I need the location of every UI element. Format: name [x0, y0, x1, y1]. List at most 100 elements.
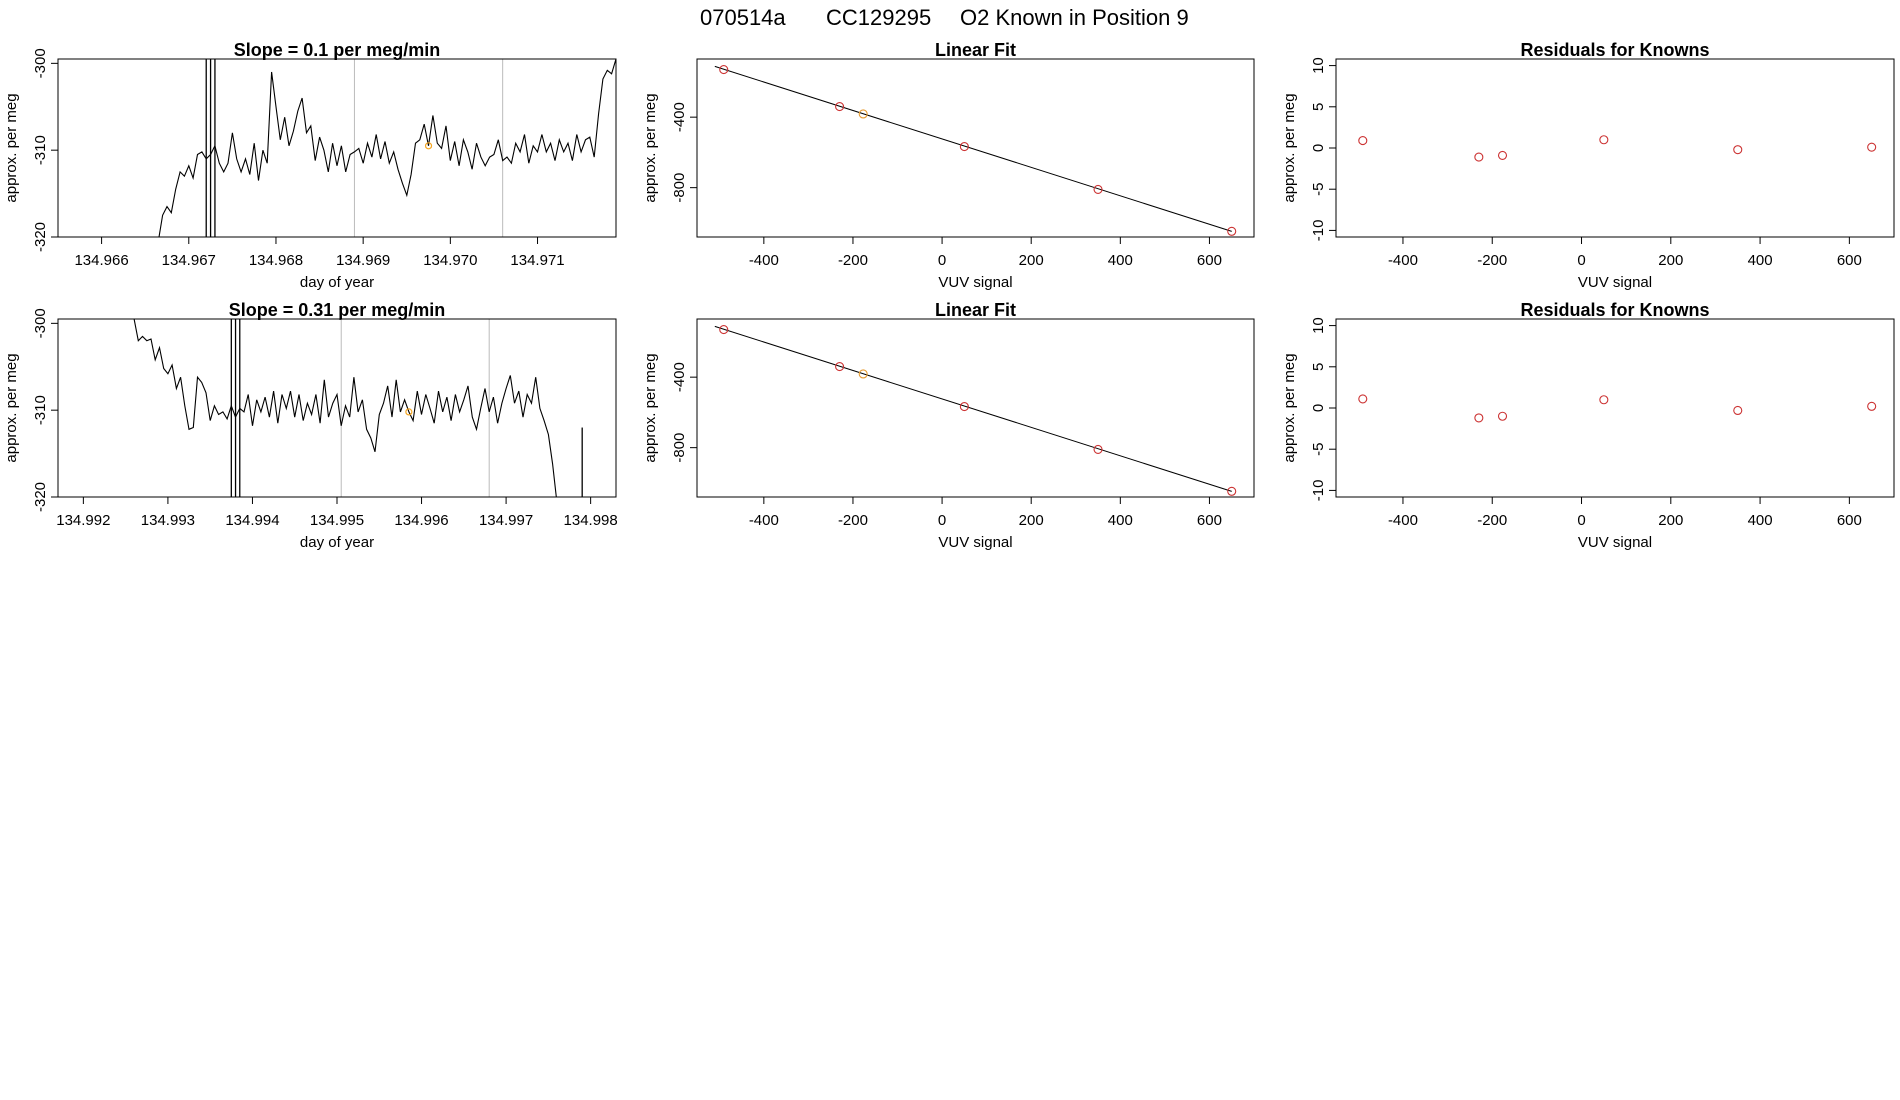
y-tick-label: -320	[32, 222, 49, 252]
x-tick-label: 134.998	[564, 512, 618, 529]
x-tick-label: -400	[749, 252, 779, 269]
y-tick-label: -5	[1310, 183, 1327, 196]
y-tick-label: -5	[1310, 443, 1327, 456]
plot-frame	[696, 318, 1255, 498]
y-tick-label: -400	[671, 102, 688, 132]
highlight-point	[424, 142, 433, 150]
y-axis-label: approx. per meg	[642, 353, 659, 462]
y-axis-label: approx. per meg	[642, 93, 659, 202]
x-tick-label: 600	[1837, 512, 1862, 529]
chart-panel-1: Slope = 0.1 per meg/min day of year approx…	[3, 40, 617, 291]
x-tick-label: 200	[1658, 252, 1683, 269]
data-point	[1227, 486, 1237, 496]
series-line	[158, 59, 616, 237]
data-point	[1867, 401, 1877, 411]
x-tick-label: 600	[1197, 512, 1222, 529]
x-tick-label: -200	[838, 252, 868, 269]
y-tick-label: 5	[1310, 363, 1327, 371]
x-tick-label: 0	[938, 512, 946, 529]
x-tick-label: 0	[1577, 512, 1585, 529]
x-tick-label: 400	[1748, 252, 1773, 269]
plot-area	[714, 325, 1237, 496]
y-tick-label: -10	[1310, 220, 1327, 242]
chart-title: Residuals for Knowns	[1520, 40, 1709, 60]
y-tick-label: 5	[1310, 103, 1327, 111]
x-tick-label: -200	[1477, 252, 1507, 269]
x-tick-label: 0	[1577, 252, 1585, 269]
x-tick-label: 400	[1108, 512, 1133, 529]
data-point	[1599, 395, 1609, 405]
chart-title: Slope = 0.1 per meg/min	[234, 40, 441, 60]
x-tick-label: 134.997	[479, 512, 533, 529]
cylinder-id: CC129295	[826, 5, 931, 30]
chart-panels: Slope = 0.1 per meg/min day of year approx…	[3, 40, 1895, 551]
chart-panel-2: Linear Fit VUV signal approx. per meg -400 -…	[642, 40, 1255, 291]
x-tick-label: 200	[1019, 512, 1044, 529]
plot-frame	[57, 318, 617, 498]
data-point	[719, 65, 729, 75]
chart-title: Slope = 0.31 per meg/min	[229, 300, 446, 320]
x-tick-label: 400	[1108, 252, 1133, 269]
x-tick-label: 134.968	[249, 252, 303, 269]
plot-frame	[1335, 58, 1895, 238]
fit-line	[714, 325, 1232, 492]
data-point	[1733, 405, 1743, 416]
highlight-point	[405, 408, 413, 416]
x-tick-label: 134.971	[510, 252, 564, 269]
plot-frame	[57, 58, 617, 238]
x-tick-label: 134.970	[423, 252, 477, 269]
y-tick-label: -310	[32, 135, 49, 165]
x-tick-label: 134.994	[225, 512, 279, 529]
x-tick-label: 134.992	[56, 512, 110, 529]
y-tick-label: 10	[1310, 57, 1327, 74]
run-id: 070514a	[700, 5, 786, 30]
y-axis-label: approx. per meg	[1281, 93, 1298, 202]
y-tick-label: -310	[32, 395, 49, 425]
x-tick-label: 400	[1748, 512, 1773, 529]
x-tick-label: 134.966	[74, 252, 128, 269]
x-tick-label: -400	[1388, 252, 1418, 269]
x-axis-label: VUV signal	[938, 274, 1012, 291]
data-point	[835, 102, 845, 112]
plot-area	[158, 59, 616, 237]
plot-area	[714, 65, 1237, 236]
y-tick-label: -800	[671, 433, 688, 463]
y-tick-label: -400	[671, 362, 688, 392]
x-tick-label: 134.993	[141, 512, 195, 529]
data-point	[1227, 226, 1237, 236]
data-point	[858, 109, 868, 119]
plot-area	[1358, 394, 1877, 423]
plot-frame	[696, 58, 1255, 238]
data-point	[858, 369, 868, 379]
x-tick-label: 0	[938, 252, 946, 269]
data-point	[1474, 413, 1484, 423]
chart-title: Residuals for Knowns	[1520, 300, 1709, 320]
y-tick-label: -800	[671, 173, 688, 203]
x-tick-label: -200	[838, 512, 868, 529]
chart-title: Linear Fit	[935, 40, 1016, 60]
data-point	[1358, 136, 1368, 146]
x-axis-label: day of year	[300, 274, 374, 291]
x-tick-label: 200	[1658, 512, 1683, 529]
x-tick-label: 134.969	[336, 252, 390, 269]
x-tick-label: 134.996	[394, 512, 448, 529]
plot-frame	[1335, 318, 1895, 498]
y-tick-label: 10	[1310, 317, 1327, 334]
y-axis-label: approx. per meg	[1281, 353, 1298, 462]
data-point	[1474, 152, 1484, 162]
x-tick-label: 134.995	[310, 512, 364, 529]
y-tick-label: 0	[1310, 144, 1327, 152]
data-point	[1599, 135, 1609, 145]
chart-panel-6: Residuals for Knowns VUV signal approx. pe…	[1281, 300, 1895, 551]
x-tick-label: 134.967	[162, 252, 216, 269]
chart-panel-3: Residuals for Knowns VUV signal approx. pe…	[1281, 40, 1895, 291]
data-point	[1733, 145, 1743, 155]
data-point	[835, 362, 845, 372]
fit-line	[714, 65, 1232, 232]
y-tick-label: -300	[32, 48, 49, 78]
figure-description: O2 Known in Position 9	[960, 5, 1189, 30]
data-point	[1093, 444, 1103, 454]
x-tick-label: -400	[749, 512, 779, 529]
data-point	[1497, 411, 1508, 421]
